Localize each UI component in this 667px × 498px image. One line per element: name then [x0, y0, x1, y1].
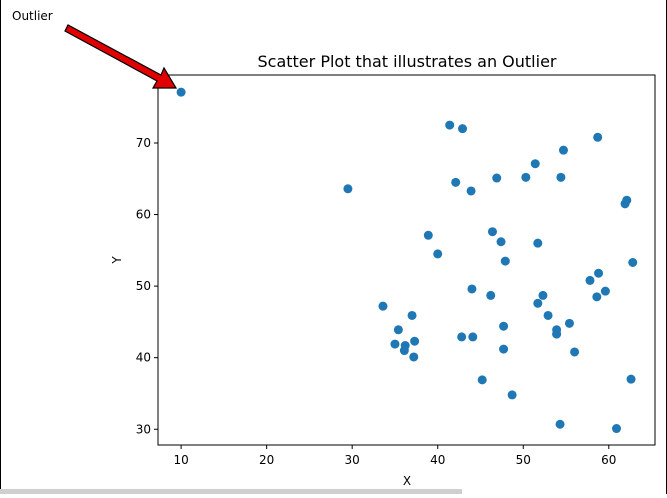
y-tick-label: 70 [136, 136, 151, 150]
point [458, 124, 468, 134]
point [533, 238, 543, 248]
point [620, 199, 630, 209]
point [521, 172, 531, 182]
x-tick-label: 30 [345, 453, 360, 467]
point [410, 336, 420, 346]
point [468, 332, 478, 342]
point [500, 256, 510, 266]
point [176, 87, 186, 97]
point [593, 132, 603, 142]
x-axis-label: X [403, 474, 411, 488]
point [343, 184, 353, 194]
point [628, 258, 638, 268]
plot-frame [157, 74, 656, 446]
point [533, 298, 543, 308]
point [423, 230, 433, 240]
point [600, 286, 610, 296]
point [556, 172, 566, 182]
annotation-arrow [64, 24, 178, 89]
scrollbar [0, 489, 462, 494]
point [507, 390, 517, 400]
point [626, 374, 636, 384]
point [499, 321, 509, 331]
point [496, 237, 506, 247]
point [451, 177, 461, 187]
chart-title: Scatter Plot that illustrates an Outlier [258, 52, 557, 71]
point [393, 325, 403, 335]
point [399, 346, 409, 356]
y-tick-label: 60 [136, 208, 151, 222]
point [570, 347, 580, 357]
point [467, 284, 477, 294]
y-tick-label: 30 [136, 422, 151, 436]
point [612, 424, 622, 434]
point [492, 173, 502, 183]
point [409, 352, 419, 362]
point [499, 344, 509, 354]
x-tick-label: 20 [259, 453, 274, 467]
x-tick-label: 10 [173, 453, 188, 467]
annotation-text: Outlier [12, 9, 53, 23]
x-tick-label: 40 [430, 453, 445, 467]
y-tick-label: 50 [136, 279, 151, 293]
y-axis-label: Y [110, 256, 124, 265]
point [564, 318, 574, 328]
point [457, 332, 467, 342]
point [487, 227, 497, 237]
point [407, 310, 417, 320]
point [594, 268, 604, 278]
point [390, 339, 400, 349]
point [445, 120, 455, 130]
point [486, 290, 496, 300]
point [378, 301, 388, 311]
point [466, 186, 476, 196]
point [585, 275, 595, 285]
point [530, 159, 540, 169]
point [552, 329, 562, 339]
point [538, 290, 548, 300]
point [433, 249, 443, 259]
point [543, 310, 553, 320]
x-tick-label: 50 [516, 453, 531, 467]
point [477, 375, 487, 385]
x-tick-label: 60 [601, 453, 616, 467]
y-tick-label: 40 [136, 351, 151, 365]
point [558, 145, 568, 155]
point [592, 292, 602, 302]
point [555, 419, 565, 429]
